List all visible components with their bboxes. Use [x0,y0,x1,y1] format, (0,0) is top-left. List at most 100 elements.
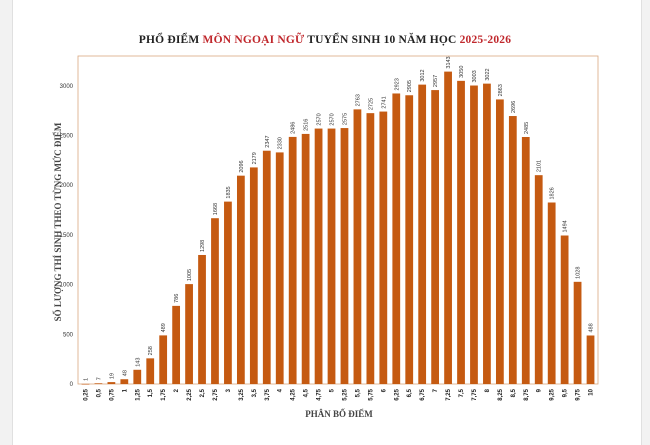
x-tick-label: 8,25 [498,388,504,400]
bar [94,383,103,384]
bar [431,90,440,384]
bar [81,383,90,385]
x-tick-label: 9,5 [563,388,569,397]
bar [172,305,181,384]
x-tick-label: 9,25 [550,388,556,400]
data-label: 1826 [550,187,556,199]
bar [586,335,595,384]
title-subject: MÔN NGOẠI NGỮ [202,34,305,46]
x-tick-label: 9,75 [576,388,582,400]
bar [483,83,491,384]
y-axis: 0 500 1000 1500 2000 2500 3000 [60,84,74,388]
x-tick-label: 8,5 [511,388,517,397]
bar [521,137,530,384]
bar [353,109,362,384]
data-label: 2486 [291,122,297,134]
bar [379,111,388,384]
x-tick-label: 7 [433,388,439,392]
data-label: 258 [148,346,154,355]
x-tick-label: 8,75 [524,388,530,400]
bar [547,202,556,384]
x-tick-label: 1 [122,388,128,392]
x-axis: 0,25 0,5 0,75 1 1,25 1,5 1,75 2 2,25 2,5 2,75 3 3,25… [83,388,594,400]
y-tick-label: 1000 [60,283,74,289]
x-tick-label: 2 [174,388,180,392]
x-tick-label: 1,25 [135,388,141,400]
x-tick-label: 4,75 [317,388,323,400]
x-tick-label: 0,5 [96,388,102,397]
data-label: 1835 [226,186,232,198]
data-label: 2575 [342,113,348,125]
data-label: 2763 [355,94,361,106]
x-tick-label: 1,5 [148,388,154,397]
x-tick-label: 6,5 [407,388,413,397]
data-label: 7 [96,377,102,380]
data-label: 1005 [187,269,193,281]
data-label: 3003 [472,70,478,82]
data-label: 2179 [252,152,258,164]
bar [288,136,297,384]
bar [327,128,336,384]
x-tick-label: 4,25 [291,388,297,400]
bar [120,379,129,384]
data-label: 19 [109,373,115,379]
bar [418,84,427,384]
bar [249,167,258,384]
data-label: 2101 [537,160,543,172]
data-label: 786 [174,294,180,303]
x-tick-label: 5,25 [342,388,348,400]
x-tick-label: 7,5 [459,388,465,397]
y-tick-label: 500 [63,332,74,338]
x-tick-label: 4 [278,388,284,392]
data-label: 2923 [394,78,400,90]
x-tick-label: 7,75 [472,388,478,400]
data-label: 3022 [485,68,491,80]
y-tick-label: 3000 [60,84,74,90]
x-tick-label: 8 [485,388,491,392]
bar [224,201,232,384]
bar [159,335,168,384]
data-label: 2957 [433,75,439,87]
bar [457,80,465,385]
x-tick-label: 2,75 [213,388,219,400]
x-tick-label: 7,25 [446,388,452,400]
bar [262,150,271,384]
bar [236,175,245,384]
bar [146,358,155,384]
x-tick-label: 5 [330,388,336,392]
bar [275,152,284,384]
data-label: 2696 [511,101,517,113]
data-label: 2516 [304,119,310,131]
x-tick-label: 3,25 [239,388,245,400]
data-label: 489 [161,323,167,332]
y-tick-label: 2500 [60,134,74,140]
x-tick-label: 5,5 [355,388,361,397]
data-label: 3012 [420,69,426,81]
data-label: 2570 [330,113,336,125]
data-label: 2330 [278,137,284,149]
data-labels: 1 7 19 48 143 258 489 786 1005 1298 1668 1835 2096 21… [83,56,594,381]
data-label: 48 [122,370,128,376]
bar [340,128,349,384]
bar [405,95,414,384]
bar [366,113,375,384]
plot-area [77,55,599,385]
data-label: 1298 [200,240,206,252]
x-tick-label: 2,5 [200,388,206,397]
bar [560,235,569,384]
x-tick-label: 0,75 [109,388,115,400]
data-label: 2347 [265,135,271,147]
x-tick-label: 6,75 [420,388,426,400]
data-label: 2741 [381,96,387,108]
x-tick-label: 3,5 [252,388,258,397]
data-label: 2905 [407,80,413,92]
y-tick-label: 2000 [60,183,74,189]
x-tick-label: 1,75 [161,388,167,400]
data-label: 3050 [459,66,465,78]
x-tick-label: 0,25 [83,388,89,400]
data-label: 2725 [368,98,374,110]
bar [198,254,206,384]
title-year: 2025-2026 [459,34,512,46]
data-label: 2863 [498,84,504,96]
